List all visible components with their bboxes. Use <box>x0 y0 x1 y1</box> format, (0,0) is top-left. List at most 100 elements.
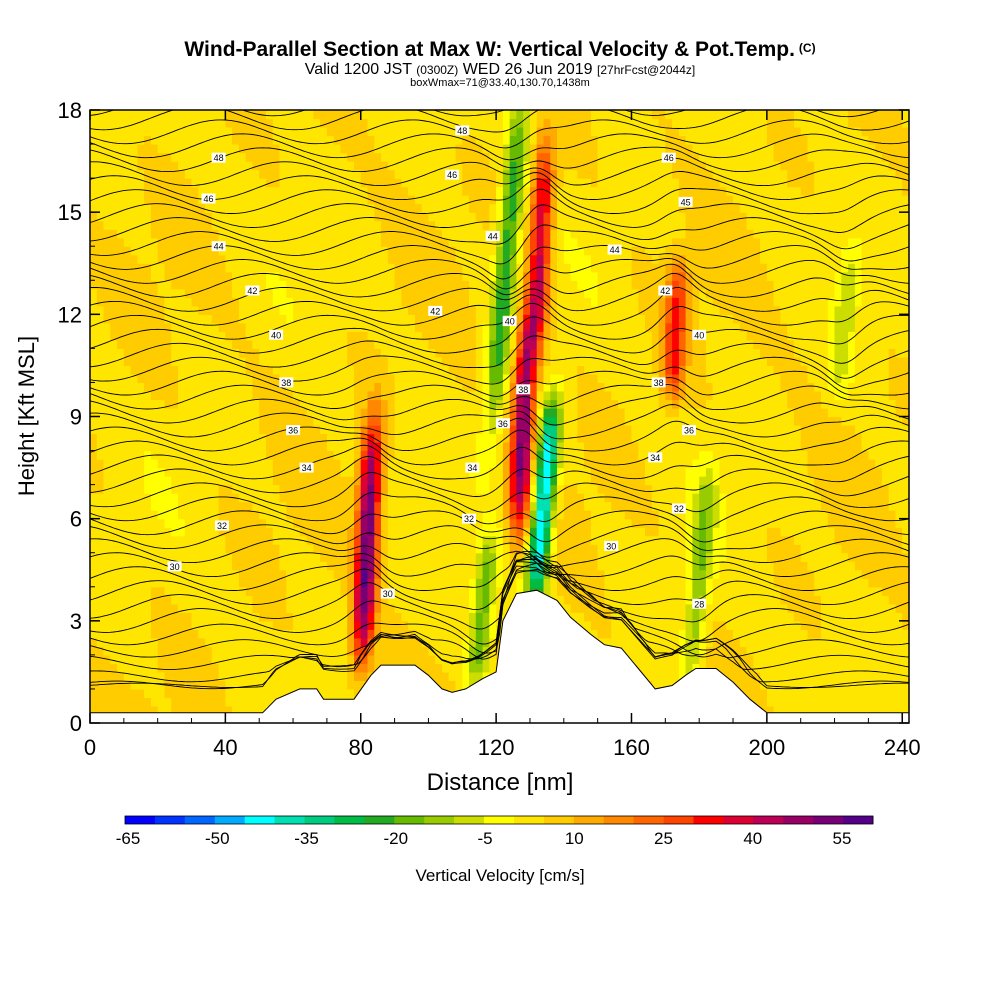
velocity-cell <box>272 544 281 554</box>
velocity-cell <box>326 382 335 392</box>
velocity-cell <box>428 442 436 452</box>
velocity-cell <box>326 280 335 290</box>
velocity-cell <box>157 501 166 511</box>
velocity-cell <box>509 237 518 247</box>
velocity-cell <box>482 459 490 469</box>
velocity-cell <box>509 450 518 460</box>
velocity-cell <box>374 476 382 486</box>
velocity-cell <box>381 510 389 520</box>
velocity-cell <box>211 280 220 290</box>
velocity-cell <box>340 467 348 477</box>
velocity-cell <box>326 110 335 120</box>
velocity-cell <box>320 578 328 588</box>
velocity-cell <box>252 391 260 401</box>
velocity-cell <box>496 578 504 588</box>
velocity-cell <box>313 518 321 528</box>
velocity-cell <box>543 169 551 179</box>
velocity-cell <box>401 510 409 520</box>
velocity-cell <box>414 152 423 162</box>
velocity-cell <box>238 527 247 537</box>
velocity-cell <box>144 688 152 698</box>
velocity-cell <box>205 544 213 554</box>
velocity-cell <box>130 373 138 383</box>
velocity-cell <box>218 186 226 196</box>
velocity-cell <box>157 459 166 469</box>
velocity-cell <box>90 612 98 622</box>
velocity-cell <box>90 484 98 494</box>
velocity-cell <box>326 680 335 690</box>
velocity-cell <box>394 220 402 230</box>
velocity-cell <box>225 561 233 571</box>
velocity-cell <box>299 339 308 349</box>
velocity-cell <box>117 408 125 418</box>
velocity-cell <box>550 399 558 409</box>
velocity-cell <box>245 671 254 681</box>
velocity-cell <box>96 391 105 401</box>
velocity-cell <box>360 459 369 469</box>
velocity-cell <box>421 144 430 154</box>
velocity-cell <box>414 161 423 171</box>
velocity-cell <box>238 229 247 239</box>
velocity-cell <box>299 237 308 247</box>
velocity-cell <box>462 288 470 298</box>
velocity-cell <box>394 365 402 375</box>
velocity-cell <box>286 195 294 205</box>
velocity-cell <box>516 237 524 247</box>
velocity-cell <box>191 195 199 205</box>
velocity-cell <box>482 416 490 426</box>
velocity-cell <box>354 373 362 383</box>
velocity-cell <box>326 552 335 562</box>
velocity-cell <box>96 127 105 137</box>
velocity-cell <box>266 416 274 426</box>
velocity-cell <box>90 339 98 349</box>
velocity-cell <box>462 314 470 324</box>
velocity-cell <box>144 552 152 562</box>
velocity-cell <box>130 331 138 341</box>
velocity-cell <box>110 510 118 520</box>
velocity-cell <box>225 212 233 222</box>
velocity-cell <box>401 399 409 409</box>
velocity-cell <box>103 110 111 120</box>
velocity-cell <box>293 518 301 528</box>
chart-title-mark: (C) <box>798 41 816 55</box>
velocity-cell <box>381 433 389 443</box>
velocity-cell <box>354 408 362 418</box>
velocity-cell <box>178 697 186 707</box>
velocity-cell <box>448 254 457 264</box>
velocity-cell <box>381 195 389 205</box>
velocity-cell <box>428 356 436 366</box>
velocity-cell <box>360 510 369 520</box>
velocity-cell <box>130 271 138 281</box>
velocity-cell <box>455 195 463 205</box>
velocity-cell <box>205 706 213 716</box>
velocity-cell <box>448 399 457 409</box>
velocity-cell <box>225 612 233 622</box>
velocity-cell <box>266 161 274 171</box>
velocity-cell <box>306 314 314 324</box>
velocity-cell <box>218 212 226 222</box>
velocity-cell <box>340 399 348 409</box>
velocity-cell <box>110 476 118 486</box>
velocity-cell <box>442 433 450 443</box>
velocity-cell <box>421 578 430 588</box>
velocity-cell <box>496 391 504 401</box>
velocity-cell <box>347 314 355 324</box>
velocity-cell <box>279 127 287 137</box>
velocity-cell <box>496 586 504 596</box>
velocity-cell <box>340 629 348 639</box>
velocity-cell <box>455 612 463 622</box>
velocity-cell <box>408 399 416 409</box>
velocity-cell <box>320 195 328 205</box>
velocity-cell <box>455 416 463 426</box>
velocity-cell <box>272 348 281 358</box>
velocity-cell <box>286 263 294 273</box>
velocity-cell <box>150 697 159 707</box>
velocity-cell <box>171 578 179 588</box>
velocity-cell <box>523 484 531 494</box>
velocity-cell <box>326 229 335 239</box>
velocity-cell <box>259 305 267 315</box>
velocity-cell <box>117 288 125 298</box>
velocity-cell <box>381 127 389 137</box>
velocity-cell <box>123 382 132 392</box>
velocity-cell <box>299 169 308 179</box>
